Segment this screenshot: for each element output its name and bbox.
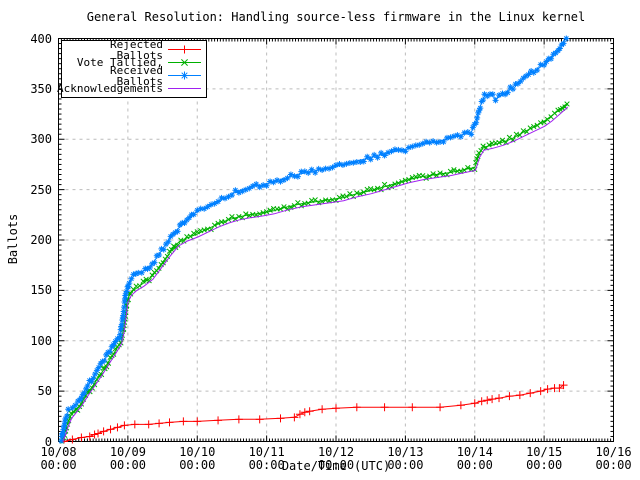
legend-item-vote-tallied: Vote Tallied, xyxy=(64,56,203,69)
series-acknowledgements xyxy=(62,106,569,442)
legend-label-acknowledgements: Acknowledgements xyxy=(57,82,163,95)
received-ballots-line-marker-icon xyxy=(168,71,201,80)
y-tick-label-100: 100 xyxy=(30,333,52,348)
y-tick-label-350: 350 xyxy=(30,81,52,96)
y-tick-label-50: 50 xyxy=(37,384,52,399)
x-tick-label-10-09: 10/09 00:00 xyxy=(109,445,146,472)
gridlines xyxy=(58,38,614,442)
x-tick-label-10-12: 10/12 00:00 xyxy=(317,445,355,472)
legend-item-received-ballots: Received Ballots xyxy=(64,65,203,87)
rejected-ballots-line-marker-icon xyxy=(168,45,201,54)
y-tick-label-300: 300 xyxy=(30,132,52,147)
x-axis-label: Date/Time (UTC) xyxy=(281,459,391,473)
legend-item-rejected-ballots: Rejected Ballots xyxy=(64,39,203,61)
x-tick-label-10-16: 10/16 00:00 xyxy=(595,445,632,472)
x-tick-label-10-11: 10/11 00:00 xyxy=(248,445,285,472)
vote-tallied-line-marker-icon xyxy=(168,59,201,66)
x-tick-label-10-15: 10/15 00:00 xyxy=(526,445,563,472)
legend-label-received-ballots: Received Ballots xyxy=(110,63,163,88)
legend-item-acknowledgements: Acknowledgements xyxy=(57,82,203,95)
y-tick-label-150: 150 xyxy=(30,283,52,298)
y-tick-label-200: 200 xyxy=(30,233,52,247)
legend-label-vote-tallied: Vote Tallied, xyxy=(76,56,163,69)
y-tick-label-400: 400 xyxy=(30,31,52,46)
acknowledgements-line-icon xyxy=(168,88,201,89)
y-tick-label-250: 250 xyxy=(30,182,52,197)
x-tick-label-10-13: 10/13 00:00 xyxy=(387,445,424,472)
y-tick-label-0: 0 xyxy=(44,434,52,449)
x-tick-label-10-10: 10/10 00:00 xyxy=(179,445,216,472)
x-tick-label-10-14: 10/14 00:00 xyxy=(456,445,493,472)
series-received-ballots xyxy=(58,35,570,444)
legend-label-rejected-ballots: Rejected Ballots xyxy=(110,37,163,62)
chart-title: General Resolution: Handling source-less… xyxy=(86,10,586,24)
x-tick-label-10-08: 10/08 00:00 xyxy=(40,445,77,472)
legend: Rejected Ballots Vote Tallied, Received … xyxy=(57,39,207,98)
